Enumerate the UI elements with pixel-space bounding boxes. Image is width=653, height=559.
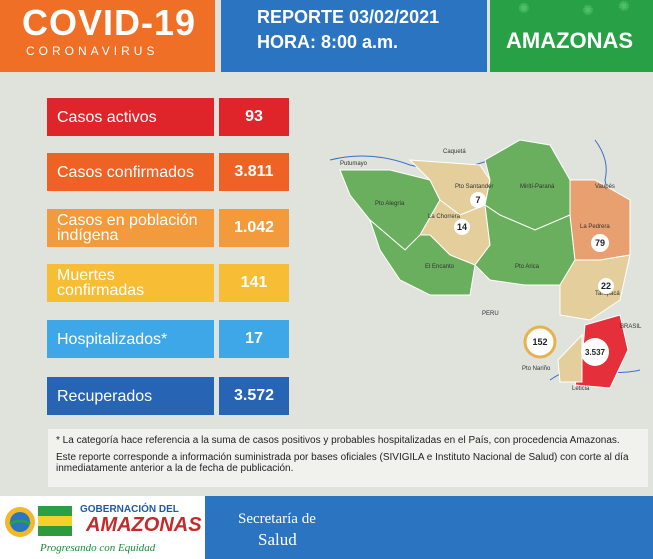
report-time: HORA: 8:00 a.m. (257, 32, 399, 52)
stat-recuperados: Recuperados 3.572 (47, 377, 289, 415)
label-brasil: BRASIL (620, 324, 642, 330)
footnote-box: * La categoría hace referencia a la suma… (48, 429, 648, 487)
stat-casos-activos: Casos activos 93 (47, 98, 289, 136)
stat-value: 1.042 (219, 209, 289, 247)
footnote-source: Este reporte corresponde a información s… (56, 452, 629, 474)
label-pto-alegria: Pto Alegría (375, 201, 405, 207)
stat-label: Recuperados (47, 377, 214, 415)
label-caqueta: Caquetá (443, 149, 466, 155)
stat-casos-indigena: Casos en población indígena 1.042 (47, 209, 289, 247)
virus-icon: ✺ (518, 0, 530, 16)
label-tarapaca: Tarapacá (595, 291, 620, 297)
label-pto-santander: Pto Santander (455, 184, 493, 190)
amazonas-map: Caquetá Putumayo Vaupés PERU BRASIL Pto … (329, 139, 642, 392)
svg-text:7: 7 (475, 195, 480, 205)
svg-text:14: 14 (457, 222, 467, 232)
header-region-block: ✺ ✺ ✺ AMAZONAS (490, 0, 653, 72)
count-marker-la-chorrera: 14 (454, 219, 470, 235)
label-peru: PERU (482, 311, 499, 317)
label-leticia: Leticia (572, 386, 590, 392)
label-pto-narino: Pto Nariño (522, 366, 551, 372)
count-marker-pto-santander: 7 (470, 192, 486, 208)
gov-label: GOBERNACIÓN DEL (80, 504, 179, 515)
secretaria-label: Secretaría de (238, 511, 316, 527)
stat-muertes-confirmadas: Muertes confirmadas 141 (47, 264, 289, 302)
footer-blue-band (205, 496, 653, 559)
region-tarapaca (559, 254, 631, 321)
label-pto-arica: Pto Arica (515, 264, 540, 270)
stat-value: 3.811 (219, 153, 289, 191)
stat-casos-confirmados: Casos confirmados 3.811 (47, 153, 289, 191)
footer: GOBERNACIÓN DEL AMAZONAS Progresando con… (0, 496, 653, 559)
stat-value: 93 (219, 98, 289, 136)
stat-label: Hospitalizados* (47, 320, 214, 358)
header-title: COVID-19 (22, 2, 197, 43)
region-pto-narino (557, 333, 583, 383)
count-marker-leticia: 3.537 (581, 338, 609, 366)
stat-label: Casos en población indígena (47, 209, 214, 247)
stat-value: 3.572 (219, 377, 289, 415)
virus-icon: ✺ (618, 0, 630, 14)
header-report-block: REPORTE 03/02/2021 HORA: 8:00 a.m. (221, 0, 487, 72)
svg-text:79: 79 (595, 238, 605, 248)
virus-icon: ✺ (582, 2, 594, 18)
stat-value: 141 (219, 264, 289, 302)
count-marker-pto-narino: 152 (523, 325, 557, 359)
stat-label: Casos activos (47, 98, 214, 136)
flag-icon (38, 506, 72, 536)
region-name: AMAZONAS (506, 28, 634, 53)
salud-label: Salud (258, 530, 297, 549)
footnote-hospitalizados: * La categoría hace referencia a la suma… (56, 435, 620, 446)
svg-text:152: 152 (532, 337, 547, 347)
gov-amazonas: AMAZONAS (86, 514, 202, 536)
stat-label: Casos confirmados (47, 153, 214, 191)
seal-icon (5, 507, 35, 537)
svg-text:3.537: 3.537 (585, 348, 606, 357)
gov-slogan: Progresando con Equidad (40, 542, 156, 554)
label-la-chorrera: La Chorrera (428, 214, 461, 220)
label-el-encanto: El Encanto (425, 264, 455, 270)
report-date: REPORTE 03/02/2021 (257, 7, 440, 27)
stat-label: Muertes confirmadas (47, 264, 214, 302)
label-vaupes: Vaupés (595, 184, 615, 190)
svg-text:22: 22 (601, 281, 611, 291)
header-subtitle: CORONAVIRUS (26, 44, 159, 58)
label-miriti-parana: Mirití-Paraná (520, 184, 555, 190)
count-marker-tarapaca: 22 (598, 278, 614, 294)
label-putumayo: Putumayo (340, 161, 368, 167)
label-la-pedrera: La Pedrera (580, 224, 610, 230)
stat-value: 17 (219, 320, 289, 358)
stat-hospitalizados: Hospitalizados* 17 (47, 320, 289, 358)
header-title-block: COVID-19 CORONAVIRUS (0, 0, 215, 72)
count-marker-la-pedrera: 79 (591, 234, 609, 252)
